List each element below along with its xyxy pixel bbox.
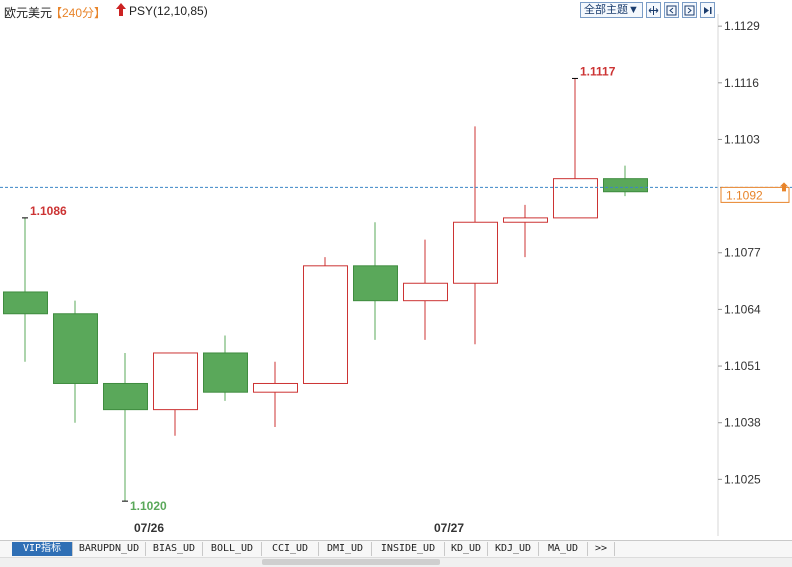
chart-header: 欧元美元 【240分】 PSY(12,10,85) 全部主题▼: [0, 0, 792, 22]
candle: [353, 222, 398, 340]
current-price-box: [720, 186, 790, 203]
zoom-fit-icon[interactable]: [645, 2, 661, 18]
y-tick-label: 1.1051: [724, 359, 761, 373]
candle-body: [153, 352, 198, 411]
candle-body: [603, 178, 648, 193]
candle-body: [503, 217, 548, 223]
candle: [53, 300, 98, 423]
candle: [553, 78, 598, 219]
tab-10[interactable]: >>: [588, 542, 615, 556]
candle: [503, 204, 548, 258]
candle: [403, 239, 448, 340]
extreme-label: 1.1117: [580, 64, 616, 78]
chart-toolbar: 全部主题▼: [580, 2, 715, 18]
scroll-thumb[interactable]: [262, 559, 440, 565]
candle: [453, 126, 498, 345]
candle: [103, 352, 148, 502]
y-tick-label: 1.1064: [724, 302, 761, 316]
candle-body: [403, 282, 448, 302]
price-axis: 1.1129 1.1116 1.1103 1.1077 1.1064 1.1051 1.10…: [134, 14, 761, 536]
tab-3[interactable]: BOLL_UD: [203, 542, 262, 556]
tab-0[interactable]: VIP指标: [12, 542, 73, 556]
tab-4[interactable]: CCI_UD: [262, 542, 319, 556]
candle: [3, 217, 48, 362]
horizontal-scrollbar[interactable]: [0, 557, 792, 567]
tab-5[interactable]: DMI_UD: [319, 542, 372, 556]
x-tick-label: 07/26: [134, 521, 164, 535]
symbol-label: 欧元美元: [4, 6, 53, 20]
candle: [303, 257, 348, 384]
y-tick-label: 1.1038: [724, 416, 761, 430]
tab-2[interactable]: BIAS_UD: [146, 542, 203, 556]
tab-6[interactable]: INSIDE_UD: [372, 542, 445, 556]
tab-8[interactable]: KDJ_UD: [488, 542, 539, 556]
candle-body: [453, 221, 498, 284]
indicator-label[interactable]: PSY(12,10,85): [129, 4, 208, 18]
candle-body: [53, 313, 98, 384]
extreme-label: 1.1086: [30, 204, 67, 218]
tab-1[interactable]: BARUPDN_UD: [73, 542, 146, 556]
tab-7[interactable]: KD_UD: [445, 542, 488, 556]
candle: [153, 352, 198, 436]
themes-dropdown[interactable]: 全部主题▼: [580, 2, 643, 18]
indicator-tabbar: VIP指标 BARUPDN_UD BIAS_UD BOLL_UD CCI_UD DMI_U…: [0, 540, 792, 558]
candle: [203, 335, 248, 401]
candles: [3, 78, 648, 502]
period-label[interactable]: 【240分】: [50, 6, 107, 20]
indicator-arrow-icon: [116, 3, 126, 16]
zoom-right-icon[interactable]: [681, 2, 697, 18]
y-tick-label: 1.1129: [724, 19, 760, 33]
candle-body: [303, 265, 348, 384]
y-tick-label: 1.1103: [724, 132, 760, 146]
tab-9[interactable]: MA_UD: [539, 542, 588, 556]
candle: [603, 165, 648, 197]
candle-body: [3, 291, 48, 315]
candle-body: [203, 352, 248, 393]
skip-end-icon[interactable]: [699, 2, 715, 18]
y-tick-label: 1.1077: [724, 246, 761, 260]
y-tick-label: 1.1116: [724, 76, 759, 90]
candle-body: [103, 382, 148, 411]
extreme-label: 1.1020: [130, 499, 167, 513]
candle: [253, 361, 298, 428]
candle-body: [553, 178, 598, 219]
y-tick-label: 1.1025: [724, 472, 761, 486]
chart-overlay: 1.1117 1.1020 1.1086 1.1092: [0, 64, 792, 513]
zoom-left-icon[interactable]: [663, 2, 679, 18]
price-arrow-icon: [780, 182, 788, 192]
x-tick-label: 07/27: [434, 521, 464, 535]
candle-body: [353, 265, 398, 302]
candle-body: [253, 382, 298, 393]
current-price-label: 1.1092: [726, 188, 763, 202]
